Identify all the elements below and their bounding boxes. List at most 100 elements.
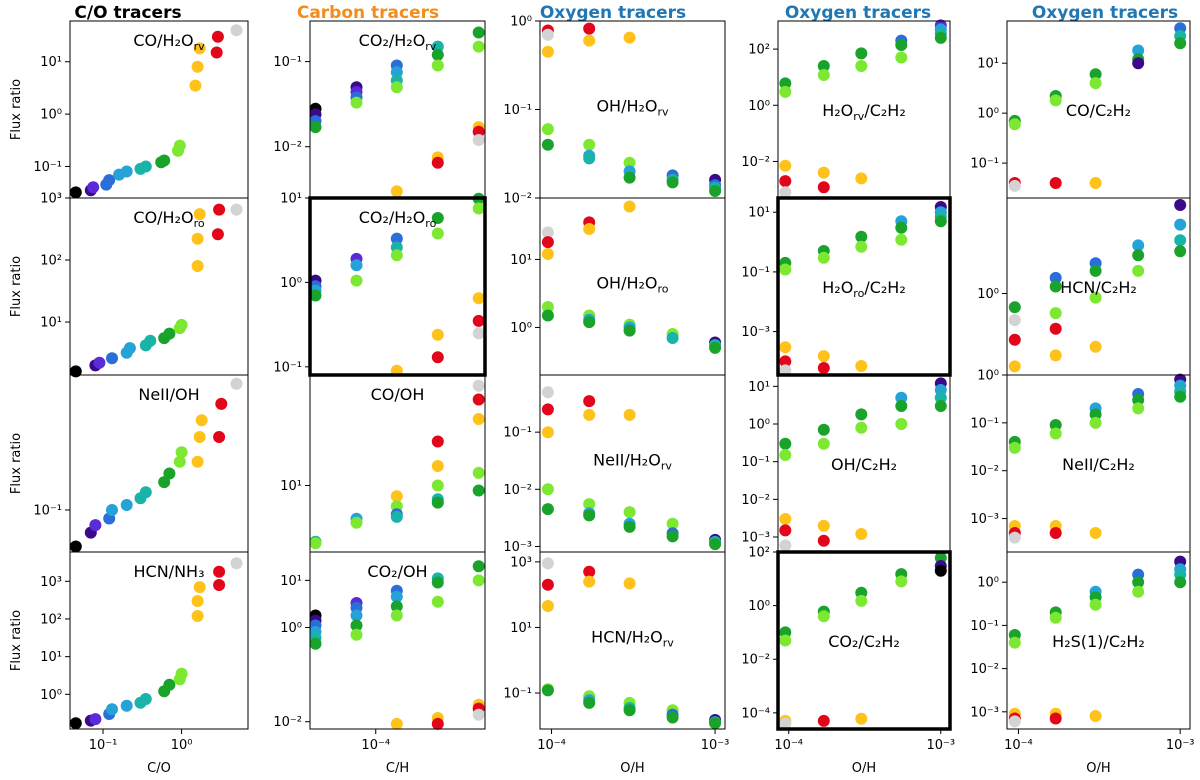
data-point-2-0-11 <box>623 156 636 169</box>
data-point-4-1-10 <box>1089 291 1102 304</box>
y-tick-label-3-2-0: 10⁻³ <box>741 531 770 546</box>
data-point-2-1-10 <box>623 200 636 213</box>
y-tick-label-0-3-0: 10⁰ <box>40 688 62 703</box>
data-point-3-3-11 <box>895 575 908 588</box>
data-point-0-2-10 <box>173 455 186 468</box>
y-tick-label-1-2-0: 10¹ <box>280 479 302 494</box>
data-point-4-1-19 <box>1174 245 1187 258</box>
data-point-3-0-11 <box>855 60 868 72</box>
panel-1-0: 10⁻² 10⁻¹ CO₂/H₂Orv <box>273 20 486 199</box>
y-tick-label-0-3-1: 10¹ <box>40 650 62 665</box>
x-axis-label-0: C/O <box>147 761 171 776</box>
data-point-3-0-18 <box>934 31 947 44</box>
data-point-0-1-2 <box>93 356 106 369</box>
data-point-4-3-2 <box>1008 715 1021 728</box>
data-point-2-0-1 <box>541 28 554 41</box>
data-point-2-3-2 <box>541 600 554 612</box>
data-point-3-0-2 <box>779 186 792 199</box>
column-title-oxygen-1: Oxygen tracers <box>540 3 686 23</box>
x-tick-label-4-1: 10⁻³ <box>1166 738 1195 753</box>
y-tick-label-0-2-0: 10⁻¹ <box>33 503 62 518</box>
data-point-0-2-0 <box>69 540 82 553</box>
panel-label-3-2: OH/C₂H₂ <box>831 455 897 474</box>
y-tick-label-2-2-2: 10⁻¹ <box>503 426 532 441</box>
data-point-3-3-4 <box>817 714 830 727</box>
y-tick-label-3-3-0: 10⁻⁴ <box>741 706 770 721</box>
data-point-3-0-5 <box>817 166 830 179</box>
y-tick-label-3-0-0: 10⁻² <box>741 155 770 170</box>
data-point-4-0-8 <box>1089 68 1102 81</box>
data-point-0-0-4 <box>103 174 116 187</box>
data-point-4-3-14 <box>1132 576 1145 589</box>
data-point-1-1-18 <box>472 314 485 327</box>
panel-frame-3-3 <box>776 550 952 731</box>
data-point-4-0-12 <box>1132 57 1145 70</box>
y-tick-label-3-1-0: 10⁻³ <box>741 325 770 340</box>
data-point-2-0-3 <box>541 123 554 136</box>
data-point-1-2-9 <box>431 460 444 472</box>
data-point-0-2-5 <box>120 499 133 511</box>
panel-frame-4-3 <box>1006 551 1191 730</box>
y-tick-label-2-0-2: 10⁰ <box>510 15 532 30</box>
panel-label-3-1: H₂Oro/C₂H₂ <box>822 278 905 300</box>
data-point-0-0-6 <box>120 165 133 178</box>
y-tick-label-1-1-0: 10⁻¹ <box>273 360 302 375</box>
data-point-4-1-0 <box>1008 360 1021 373</box>
data-point-1-1-19 <box>472 327 485 340</box>
panel-label-4-2: NeII/C₂H₂ <box>1062 455 1135 474</box>
data-point-0-0-16 <box>210 46 223 59</box>
data-point-1-0-17 <box>431 156 444 169</box>
data-point-2-1-3 <box>541 301 554 313</box>
column-title-oxygen-2: Oxygen tracers <box>785 3 931 23</box>
panel-1-1: 10⁻¹ 10⁰ 10¹ CO₂/H₂Oro <box>273 192 487 377</box>
data-point-3-0-14 <box>895 51 908 64</box>
data-point-4-1-9 <box>1089 340 1102 353</box>
y-tick-label-2-3-0: 10⁻¹ <box>503 687 532 702</box>
data-point-0-1-3 <box>106 352 118 365</box>
data-point-1-3-22 <box>472 574 485 587</box>
y-tick-label-2-3-1: 10¹ <box>510 621 532 636</box>
y-tick-label-4-2-3: 10⁰ <box>977 369 999 384</box>
column-title-co: C/O tracers <box>74 3 181 23</box>
panel-frame-0-3 <box>69 551 249 730</box>
data-point-0-3-9 <box>163 678 176 691</box>
y-tick-label-1-3-2: 10¹ <box>280 574 302 589</box>
data-point-2-2-14 <box>666 517 679 530</box>
data-point-3-1-5 <box>817 350 830 363</box>
data-point-0-3-4 <box>106 703 118 716</box>
data-point-2-2-11 <box>623 506 636 519</box>
data-point-0-2-16 <box>215 397 228 410</box>
y-tick-label-0-1-2: 10³ <box>40 192 62 207</box>
data-point-1-3-14 <box>390 609 403 622</box>
y-axis-labels: Flux ratio Flux ratio Flux ratio Flux ratio <box>9 79 24 671</box>
data-point-3-1-11 <box>855 240 868 253</box>
data-point-1-1-3 <box>309 289 322 302</box>
data-point-4-1-5 <box>1049 322 1062 335</box>
x-tick-label-0-1: 10⁰ <box>171 738 193 753</box>
data-point-1-1-11 <box>431 212 444 224</box>
data-point-4-0-4 <box>1049 177 1062 189</box>
data-point-3-3-6 <box>817 610 830 623</box>
y-tick-label-3-3-1: 10⁻² <box>741 653 770 668</box>
data-point-2-1-18 <box>709 341 722 354</box>
x-tick-label-2-0: 10⁻⁴ <box>537 738 566 753</box>
y-tick-label-1-0-1: 10⁻¹ <box>273 55 302 70</box>
data-point-3-2-5 <box>817 519 830 532</box>
data-point-4-1-16 <box>1174 199 1187 211</box>
data-point-4-1-4 <box>1049 349 1062 362</box>
data-point-0-2-8 <box>158 476 171 489</box>
data-point-3-2-17 <box>934 391 947 404</box>
data-point-4-1-8 <box>1049 280 1062 293</box>
data-point-3-2-2 <box>779 539 792 552</box>
panel-label-1-2: CO/OH <box>371 385 425 404</box>
data-point-4-3-8 <box>1049 611 1062 624</box>
data-point-4-3-9 <box>1089 710 1102 722</box>
data-point-3-2-10 <box>855 408 868 421</box>
y-tick-label-1-0-0: 10⁻² <box>273 140 302 155</box>
y-axis-label-0: Flux ratio <box>9 79 24 140</box>
data-point-3-2-12 <box>895 391 908 404</box>
panel-label-1-0: CO₂/H₂Orv <box>359 31 437 53</box>
data-point-2-0-16 <box>666 176 679 189</box>
data-point-0-2-11 <box>175 446 188 459</box>
data-point-4-2-12 <box>1089 416 1102 429</box>
